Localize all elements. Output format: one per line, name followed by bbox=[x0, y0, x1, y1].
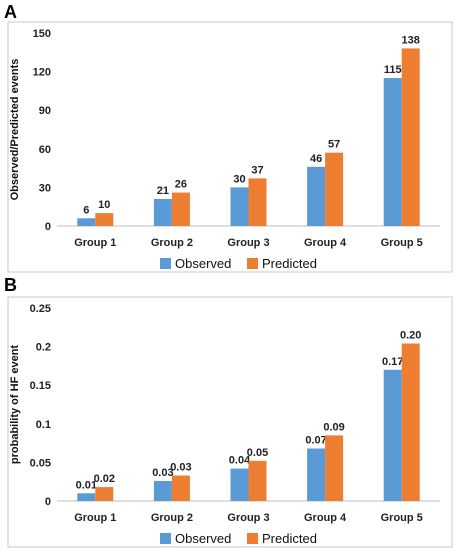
data-label: 0.03 bbox=[170, 462, 191, 474]
category-label: Group 5 bbox=[381, 237, 423, 249]
legend-swatch-observed bbox=[160, 533, 171, 544]
legend-swatch-predicted bbox=[247, 258, 258, 269]
y-axis-title: probability of HF event bbox=[9, 345, 21, 465]
data-label: 0.17 bbox=[382, 356, 403, 368]
legend-swatch-observed bbox=[160, 258, 171, 269]
bar-predicted bbox=[248, 460, 267, 501]
category-label: Group 1 bbox=[74, 512, 116, 524]
data-label: 37 bbox=[251, 164, 263, 176]
legend-label-predicted: Predicted bbox=[262, 256, 317, 271]
bar-observed bbox=[383, 78, 402, 227]
bar-observed bbox=[153, 198, 172, 226]
data-label: 115 bbox=[384, 64, 402, 76]
legend-swatch-predicted bbox=[247, 533, 258, 544]
y-tick-label: 0.1 bbox=[36, 419, 51, 431]
y-tick-label: 0 bbox=[45, 221, 51, 233]
y-tick-label: 120 bbox=[33, 67, 51, 79]
y-tick-label: 30 bbox=[39, 182, 51, 194]
data-label: 138 bbox=[402, 34, 420, 46]
data-label: 0.09 bbox=[323, 421, 344, 433]
y-tick-label: 90 bbox=[39, 105, 51, 117]
legend-label-observed: Observed bbox=[175, 531, 231, 546]
bar-predicted bbox=[95, 487, 114, 501]
data-label: 10 bbox=[98, 199, 110, 211]
data-label: 57 bbox=[328, 139, 340, 151]
category-label: Group 5 bbox=[381, 512, 423, 524]
bar-predicted bbox=[401, 343, 420, 501]
bar-predicted bbox=[171, 475, 190, 501]
data-label: 0.20 bbox=[400, 330, 421, 342]
category-label: Group 2 bbox=[151, 237, 193, 249]
data-label: 0.05 bbox=[247, 447, 268, 459]
data-label: 6 bbox=[83, 204, 89, 216]
bar-predicted bbox=[95, 213, 114, 226]
category-label: Group 1 bbox=[74, 237, 116, 249]
legend-label-observed: Observed bbox=[175, 256, 231, 271]
bar-observed bbox=[307, 166, 326, 226]
category-label: Group 2 bbox=[151, 512, 193, 524]
bar-observed bbox=[77, 493, 96, 501]
bar-predicted bbox=[171, 192, 190, 226]
bar-observed bbox=[77, 218, 96, 226]
chart-frame bbox=[7, 296, 453, 548]
bar-predicted bbox=[325, 152, 344, 226]
category-label: Group 3 bbox=[227, 512, 269, 524]
data-label: 0.02 bbox=[94, 473, 115, 485]
legend-label-predicted: Predicted bbox=[262, 531, 317, 546]
data-label: 0.04 bbox=[229, 455, 251, 467]
panel-label-b: B bbox=[4, 275, 17, 295]
data-label: 26 bbox=[175, 179, 187, 191]
bar-observed bbox=[230, 187, 249, 226]
bar-predicted bbox=[401, 48, 420, 226]
bar-observed bbox=[153, 480, 172, 501]
chart-panel-a: A 0 30 60 90 120 150 Observed/Predicted events… bbox=[4, 2, 453, 273]
bar-observed bbox=[307, 448, 326, 501]
data-label: 46 bbox=[310, 153, 322, 165]
y-tick-label: 0.2 bbox=[36, 342, 51, 354]
y-tick-label: 0.05 bbox=[30, 457, 51, 469]
data-label: 0.03 bbox=[152, 467, 173, 479]
chart-panel-b: B 0 0.05 0.1 0.15 0.2 0.25 probability of HF e… bbox=[0, 275, 461, 550]
category-label: Group 4 bbox=[304, 512, 347, 524]
y-axis-title: Observed/Predicted events bbox=[9, 59, 21, 201]
category-label: Group 4 bbox=[304, 237, 347, 249]
panel-label-a: A bbox=[4, 2, 17, 22]
category-label: Group 3 bbox=[227, 237, 269, 249]
y-tick-label: 0.15 bbox=[30, 380, 51, 392]
y-tick-label: 150 bbox=[33, 28, 51, 40]
y-tick-label: 0 bbox=[45, 496, 51, 508]
bar-observed bbox=[230, 468, 249, 501]
bar-observed bbox=[383, 369, 402, 501]
bar-predicted bbox=[325, 435, 344, 501]
data-label: 0.07 bbox=[305, 435, 326, 447]
chart-b: 0 0.05 0.1 0.15 0.2 0.25 probability of HF eve… bbox=[7, 296, 453, 548]
data-label: 30 bbox=[233, 173, 245, 185]
chart-frame bbox=[7, 21, 453, 273]
y-tick-label: 0.25 bbox=[30, 303, 51, 315]
bar-predicted bbox=[248, 178, 267, 226]
data-label: 0.01 bbox=[76, 479, 97, 491]
y-tick-label: 60 bbox=[39, 144, 51, 156]
data-label: 21 bbox=[157, 185, 169, 197]
